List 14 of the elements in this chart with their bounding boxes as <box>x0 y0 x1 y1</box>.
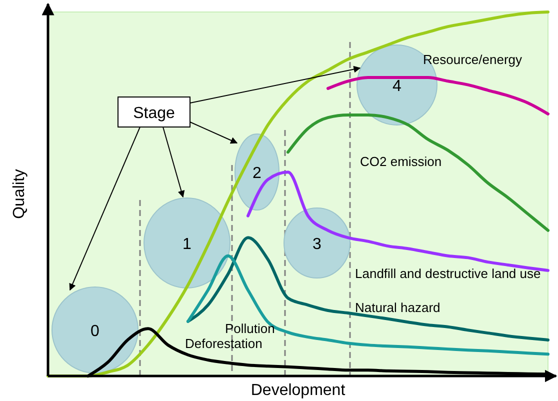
annotation: 2 <box>252 165 262 182</box>
annotation: 3 <box>312 236 322 253</box>
annotation: 0 <box>90 323 100 340</box>
series-label: Natural hazard <box>355 300 440 315</box>
annotation: Stage <box>133 105 176 122</box>
x-axis-title: Development <box>250 382 346 399</box>
y-axis-title: Quality <box>11 169 28 219</box>
series-label: Deforestation <box>185 336 262 351</box>
series-label: CO2 emission <box>360 154 442 169</box>
annotation: 4 <box>392 78 402 95</box>
annotation: 1 <box>182 236 192 253</box>
series-label: Resource/energy <box>423 52 522 67</box>
series-label: Landfill and destructive land use <box>355 266 541 281</box>
series-label: Pollution <box>225 321 275 336</box>
